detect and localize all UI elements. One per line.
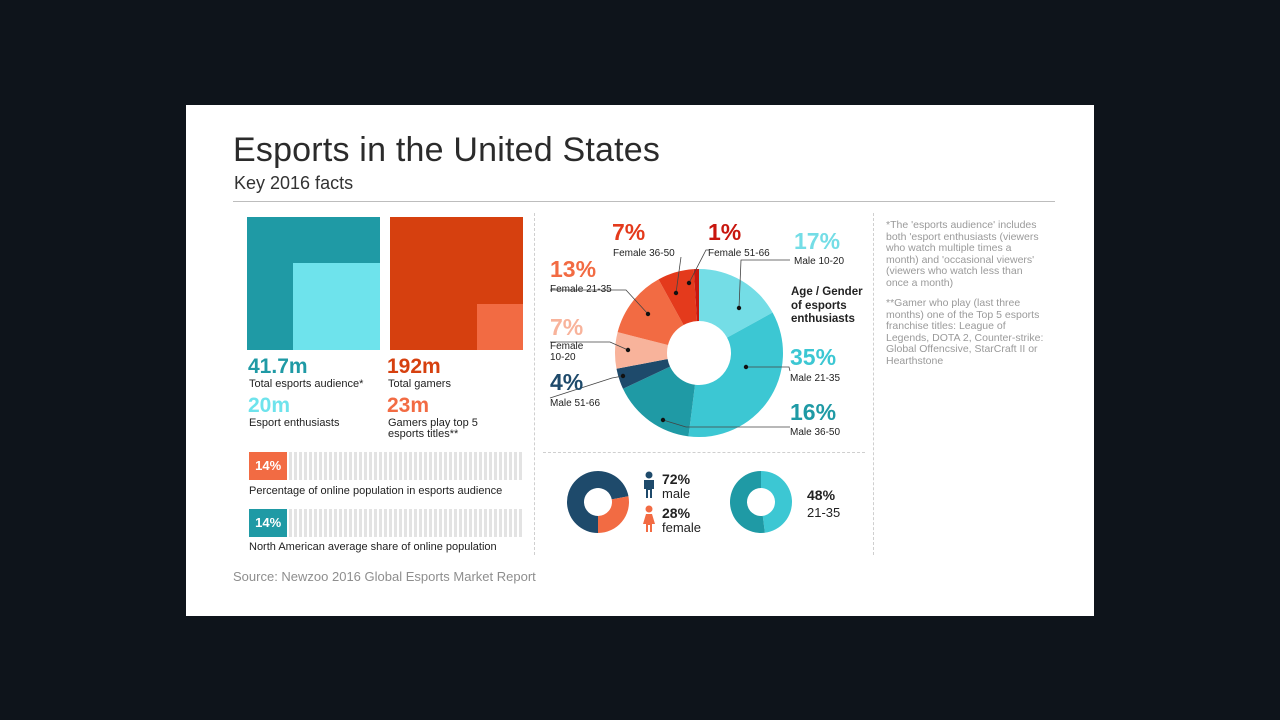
- label-female-51-66: Female 51-66: [708, 248, 770, 259]
- donut-chart-title-line-3: enthusiasts: [791, 313, 855, 325]
- female-label: female: [662, 520, 702, 535]
- top5-label-2: esports titles**: [388, 428, 459, 440]
- label-male-10-20: Male 10-20: [794, 256, 845, 267]
- top5-gamers-square: [477, 304, 523, 350]
- label-female-21-35: Female 21-35: [550, 284, 612, 295]
- donut-chart-title-line-1: Age / Gender: [791, 286, 863, 298]
- label-female-51-66-value: 1%: [708, 219, 742, 245]
- audience-share-bar: 14%: [249, 452, 523, 480]
- label-male-10-20-value: 17%: [794, 228, 841, 254]
- audience-value: 41.7m: [248, 355, 308, 378]
- label-female-10-20-value: 7%: [550, 314, 584, 340]
- footnote-2: **Gamer who play (last three months) one…: [886, 297, 1044, 367]
- donut-segment-male-21-35: [688, 312, 783, 437]
- audience-share-bar-fill: 14%: [249, 452, 288, 480]
- audience-label: Total esports audience*: [249, 378, 364, 390]
- donut-segment-male-51-66: [616, 358, 671, 389]
- label-male-36-50-value: 16%: [790, 399, 837, 425]
- label-male-21-35-value: 35%: [790, 344, 837, 370]
- enthusiasts-label: Esport enthusiasts: [249, 417, 340, 429]
- source-note: Source: Newzoo 2016 Global Esports Marke…: [233, 569, 536, 584]
- label-female-10-20: Female: [550, 341, 584, 352]
- label-female-21-35-value: 13%: [550, 256, 597, 282]
- row-divider: [543, 452, 865, 453]
- top5-value: 23m: [387, 394, 430, 417]
- age-segment-21-35: [761, 471, 792, 533]
- label-male-51-66-value: 4%: [550, 369, 584, 395]
- female-person-icon: [643, 505, 655, 532]
- donut-chart-title-line-2: of esports: [791, 299, 847, 312]
- gender-segment-male: [567, 471, 629, 533]
- footnotes: *The 'esports audience' includes both 'e…: [886, 219, 1046, 376]
- enthusiasts-square: [293, 263, 380, 350]
- age-21-35-value: 48%: [807, 487, 836, 503]
- donut-segment-female-21-35: [617, 279, 684, 346]
- page-title: Esports in the United States: [233, 131, 661, 169]
- game-controller-icon: [670, 336, 728, 372]
- age-21-35-label: 21-35: [807, 505, 841, 520]
- footnote-1: *The 'esports audience' includes both 'e…: [886, 219, 1039, 289]
- na-share-bar-fill: 14%: [249, 509, 288, 537]
- gamers-value: 192m: [387, 355, 441, 378]
- audience-share-caption: Percentage of online population in espor…: [249, 485, 503, 497]
- title-divider: [233, 201, 1055, 202]
- male-value: 72%: [662, 471, 691, 487]
- gender-donut-chart: [567, 471, 629, 533]
- age-segment-other: [730, 471, 765, 533]
- male-label: male: [662, 486, 691, 501]
- donut-segment-male-36-50: [622, 366, 695, 437]
- gender-segment-female: [598, 496, 629, 533]
- male-person-icon: [644, 471, 654, 498]
- donut-segment-male-10-20: [699, 269, 773, 338]
- label-male-21-35: Male 21-35: [790, 373, 841, 384]
- label-female-36-50-value: 7%: [612, 219, 646, 245]
- infographic-card: Esports in the United States Key 2016 fa…: [186, 105, 1094, 616]
- enthusiasts-value: 20m: [248, 394, 291, 417]
- label-male-36-50: Male 36-50: [790, 427, 841, 438]
- donut-chart-title: Age / Gender of esports enthusiasts: [791, 286, 863, 327]
- label-female-36-50: Female 36-50: [613, 248, 675, 259]
- na-share-caption: North American average share of online p…: [249, 541, 497, 553]
- female-value: 28%: [662, 505, 691, 521]
- age-21-35-donut-chart: [730, 471, 792, 533]
- column-divider-right: [873, 213, 874, 555]
- label-male-51-66: Male 51-66: [550, 398, 601, 409]
- gamers-label: Total gamers: [388, 378, 451, 390]
- na-share-bar: 14%: [249, 509, 523, 537]
- donut-segment-female-51-66: [693, 269, 699, 322]
- donut-segment-female-10-20: [615, 332, 669, 369]
- label-female-10-20-age: 10-20: [550, 352, 576, 363]
- column-divider-left: [534, 213, 535, 555]
- top5-label: Gamers play top 5: [388, 417, 478, 429]
- page-subtitle: Key 2016 facts: [234, 173, 354, 193]
- donut-leader-lines: [549, 249, 791, 428]
